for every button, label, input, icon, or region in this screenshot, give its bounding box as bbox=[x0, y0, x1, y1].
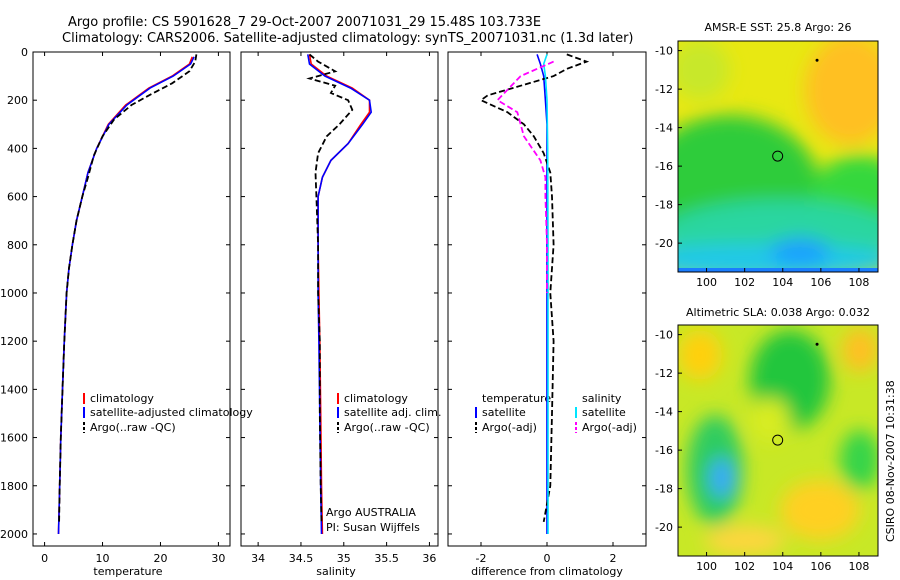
sal-xtick-label: 36 bbox=[422, 552, 436, 565]
sst-argo-location-marker bbox=[772, 150, 784, 162]
depth-ytick-label: 2000 bbox=[0, 528, 28, 541]
sal-legend-satellite: satellite adj. clim. bbox=[344, 406, 441, 419]
diff-xtick-label: -2 bbox=[476, 552, 487, 565]
sst-xtick-label: 106 bbox=[810, 276, 831, 289]
sla-ytick-label: -16 bbox=[655, 444, 673, 457]
temp-series-satellite-adjusted-climatology bbox=[57, 56, 195, 535]
temp-series-argo-raw-qc- bbox=[58, 54, 198, 522]
sla-ytick-label: -12 bbox=[655, 367, 673, 380]
sla-axes-box bbox=[677, 324, 879, 557]
temperature-panel: temperature climatology satellite-adjust… bbox=[0, 46, 253, 578]
diff-series-salinity-satellite bbox=[542, 54, 549, 534]
sla-xtick-label: 106 bbox=[810, 560, 831, 573]
argo-credit-line2: PI: Susan Wijffels bbox=[326, 521, 420, 534]
sla-ytick-label: -20 bbox=[655, 521, 673, 534]
figure-title-line1: Argo profile: CS 5901628_7 29-Oct-2007 2… bbox=[68, 15, 541, 30]
diff-legend-salinity-heading: salinity bbox=[582, 392, 622, 405]
sla-island-marker bbox=[815, 342, 819, 346]
sla-ytick-label: -14 bbox=[655, 406, 673, 419]
sst-xtick-label: 102 bbox=[734, 276, 755, 289]
sla-ytick-label: -18 bbox=[655, 483, 673, 496]
temp-legend-satellite: satellite-adjusted climatology bbox=[90, 406, 253, 419]
depth-ytick-label: 0 bbox=[21, 46, 28, 59]
sla-xtick-label: 108 bbox=[848, 560, 869, 573]
sla-heatmap-field bbox=[678, 325, 878, 556]
sal-xtick-label: 34.5 bbox=[289, 552, 314, 565]
sla-xtick-label: 100 bbox=[696, 560, 717, 573]
sst-ytick-label: -18 bbox=[655, 199, 673, 212]
timestamp-stamp: CSIRO 08-Nov-2007 10:31:38 bbox=[884, 380, 897, 542]
salinity-legend: climatology satellite adj. clim. Argo(..… bbox=[344, 392, 441, 434]
sst-ytick-label: -14 bbox=[655, 122, 673, 135]
temp-xtick-label: 0 bbox=[41, 552, 48, 565]
diff-series-temperature-argo-adj- bbox=[479, 53, 590, 523]
sst-xtick-label: 108 bbox=[848, 276, 869, 289]
diff-series-temperature-satellite bbox=[536, 54, 548, 534]
temp-series-climatology bbox=[57, 56, 194, 535]
sal-xtick-label: 34 bbox=[251, 552, 265, 565]
sla-xtick-label: 102 bbox=[734, 560, 755, 573]
sst-axes-box bbox=[677, 40, 879, 273]
sal-xtick-label: 35 bbox=[337, 552, 351, 565]
sal-legend-climatology: climatology bbox=[344, 392, 408, 405]
depth-ytick-label: 1200 bbox=[0, 335, 28, 348]
sal-axes-box bbox=[240, 51, 439, 547]
diff-legend-sal-argo: Argo(-adj) bbox=[582, 421, 637, 434]
sst-xtick-label: 100 bbox=[696, 276, 717, 289]
difference-legend: temperature salinity satellite Argo(-adj… bbox=[482, 392, 637, 434]
sst-ytick-label: -16 bbox=[655, 160, 673, 173]
temp-xtick-label: 30 bbox=[211, 552, 225, 565]
diff-series-salinity-argo-adj- bbox=[496, 60, 554, 293]
sla-map: Altimetric SLA: 0.038 Argo: 0.032 100 102… bbox=[655, 306, 879, 573]
sst-island-marker bbox=[815, 58, 819, 62]
depth-ytick-label: 1400 bbox=[0, 383, 28, 396]
sal-xtick-label: 35.5 bbox=[374, 552, 399, 565]
depth-ytick-label: 200 bbox=[7, 94, 28, 107]
sal-series-argo-raw-qc- bbox=[306, 53, 354, 522]
sst-ytick-label: -12 bbox=[655, 83, 673, 96]
diff-legend-temp-argo: Argo(-adj) bbox=[482, 421, 537, 434]
difference-xlabel: difference from climatology bbox=[471, 565, 623, 578]
sst-xtick-label: 104 bbox=[772, 276, 793, 289]
temp-axes-box bbox=[32, 51, 231, 547]
figure-title-line2: Climatology: CARS2006. Satellite-adjuste… bbox=[62, 31, 634, 46]
argo-credit-line1: Argo AUSTRALIA bbox=[326, 506, 416, 519]
sal-legend-argo: Argo(..raw -QC) bbox=[344, 421, 430, 434]
diff-xtick-label: 2 bbox=[610, 552, 617, 565]
temp-xtick-label: 10 bbox=[96, 552, 110, 565]
sst-map: AMSR-E SST: 25.8 Argo: 26 100 102 104 106 10… bbox=[655, 21, 879, 289]
difference-panel: difference from climatology temperature … bbox=[447, 51, 647, 578]
temp-xtick-label: 20 bbox=[153, 552, 167, 565]
sla-xtick-label: 104 bbox=[772, 560, 793, 573]
sst-ytick-label: -20 bbox=[655, 237, 673, 250]
temperature-legend: climatology satellite-adjusted climatolo… bbox=[90, 392, 253, 434]
sla-argo-location-marker bbox=[772, 434, 784, 446]
diff-legend-temp-satellite: satellite bbox=[482, 406, 526, 419]
sla-ytick-label: -10 bbox=[655, 329, 673, 342]
depth-ytick-label: 600 bbox=[7, 191, 28, 204]
temp-legend-climatology: climatology bbox=[90, 392, 154, 405]
diff-legend-sal-satellite: satellite bbox=[582, 406, 626, 419]
depth-ytick-label: 1000 bbox=[0, 287, 28, 300]
depth-ytick-label: 400 bbox=[7, 142, 28, 155]
sst-heatmap-field bbox=[678, 41, 878, 272]
depth-ytick-label: 1800 bbox=[0, 480, 28, 493]
salinity-xlabel: salinity bbox=[316, 565, 356, 578]
temperature-xlabel: temperature bbox=[93, 565, 162, 578]
depth-ytick-label: 1600 bbox=[0, 432, 28, 445]
diff-legend-temperature-heading: temperature bbox=[482, 392, 551, 405]
depth-ytick-label: 800 bbox=[7, 239, 28, 252]
diff-xtick-label: 0 bbox=[544, 552, 551, 565]
sst-map-title: AMSR-E SST: 25.8 Argo: 26 bbox=[704, 21, 851, 34]
temp-legend-argo: Argo(..raw -QC) bbox=[90, 421, 176, 434]
salinity-panel: salinity climatology satellite adj. clim… bbox=[240, 51, 441, 578]
sla-map-title: Altimetric SLA: 0.038 Argo: 0.032 bbox=[686, 306, 870, 319]
sst-ytick-label: -10 bbox=[655, 45, 673, 58]
